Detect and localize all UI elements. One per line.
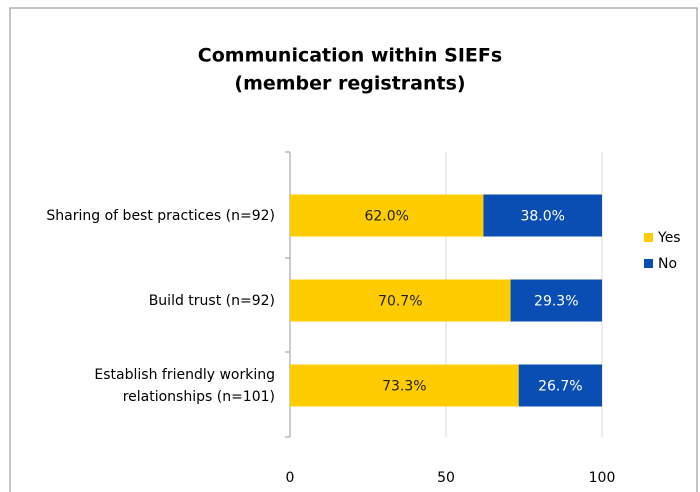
bar-segment (510, 279, 602, 322)
legend-label: No (658, 256, 677, 272)
legend-swatch (644, 233, 653, 242)
x-tick-label: 0 (286, 470, 295, 486)
category-label: Sharing of best practices (n=92) (46, 207, 275, 224)
chart-subtitle: (member registrants) (234, 73, 465, 95)
x-tick-label: 50 (437, 470, 455, 486)
value-label: 73.3% (382, 379, 426, 395)
value-label: 62.0% (364, 209, 408, 225)
bar-segment (290, 279, 511, 322)
bar-segment (518, 364, 602, 407)
value-label: 26.7% (538, 379, 582, 395)
bar-segment (290, 364, 519, 407)
category-label: Establish friendly working relationships… (94, 366, 275, 405)
bar-segment (483, 194, 602, 237)
value-label: 29.3% (534, 294, 578, 310)
legend-label: Yes (657, 230, 681, 246)
x-tick-label: 100 (589, 470, 616, 486)
value-label: 70.7% (378, 294, 422, 310)
chart-title: Communication within SIEFs (198, 45, 502, 67)
value-label: 38.0% (520, 209, 564, 225)
chart-border (9, 7, 698, 492)
category-label: Build trust (n=92) (148, 292, 275, 309)
bar-segment (290, 194, 484, 237)
legend-swatch (644, 259, 653, 268)
